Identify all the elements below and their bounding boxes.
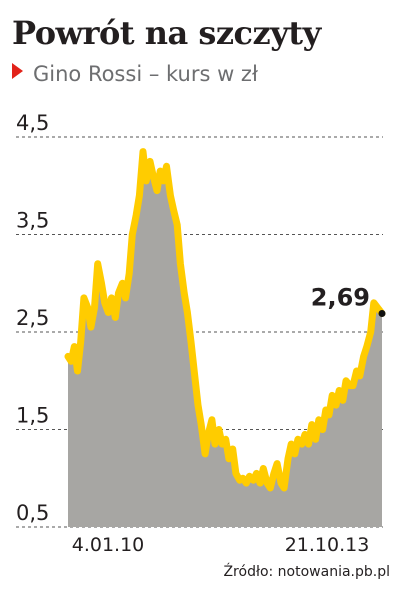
price-area bbox=[68, 151, 382, 527]
x-tick-label: 4.01.10 bbox=[72, 534, 145, 556]
axis-labels: 0,5 1,5 2,5 3,5 4,5 4.01.10 21.10.13 bbox=[16, 111, 369, 556]
y-tick-label: 1,5 bbox=[16, 404, 49, 428]
chart-subtitle: Gino Rossi – kurs w zł bbox=[12, 60, 258, 88]
triangle-marker-icon bbox=[12, 63, 23, 79]
last-price-label: 2,69 bbox=[311, 283, 370, 311]
y-tick-label: 2,5 bbox=[16, 306, 49, 330]
last-price-point bbox=[378, 310, 386, 317]
y-tick-label: 4,5 bbox=[16, 111, 49, 135]
x-tick-label: 21.10.13 bbox=[285, 534, 370, 556]
chart-title: Powrót na szczyty bbox=[12, 14, 321, 52]
price-chart: 0,5 1,5 2,5 3,5 4,5 4.01.10 21.10.13 2,69 bbox=[16, 111, 386, 556]
source-note: Źródło: notowania.pb.pl bbox=[223, 564, 390, 580]
price-line bbox=[64, 148, 386, 492]
y-tick-label: 3,5 bbox=[16, 209, 49, 233]
subtitle-text: Gino Rossi – kurs w zł bbox=[33, 62, 258, 86]
y-tick-label: 0,5 bbox=[16, 501, 49, 525]
